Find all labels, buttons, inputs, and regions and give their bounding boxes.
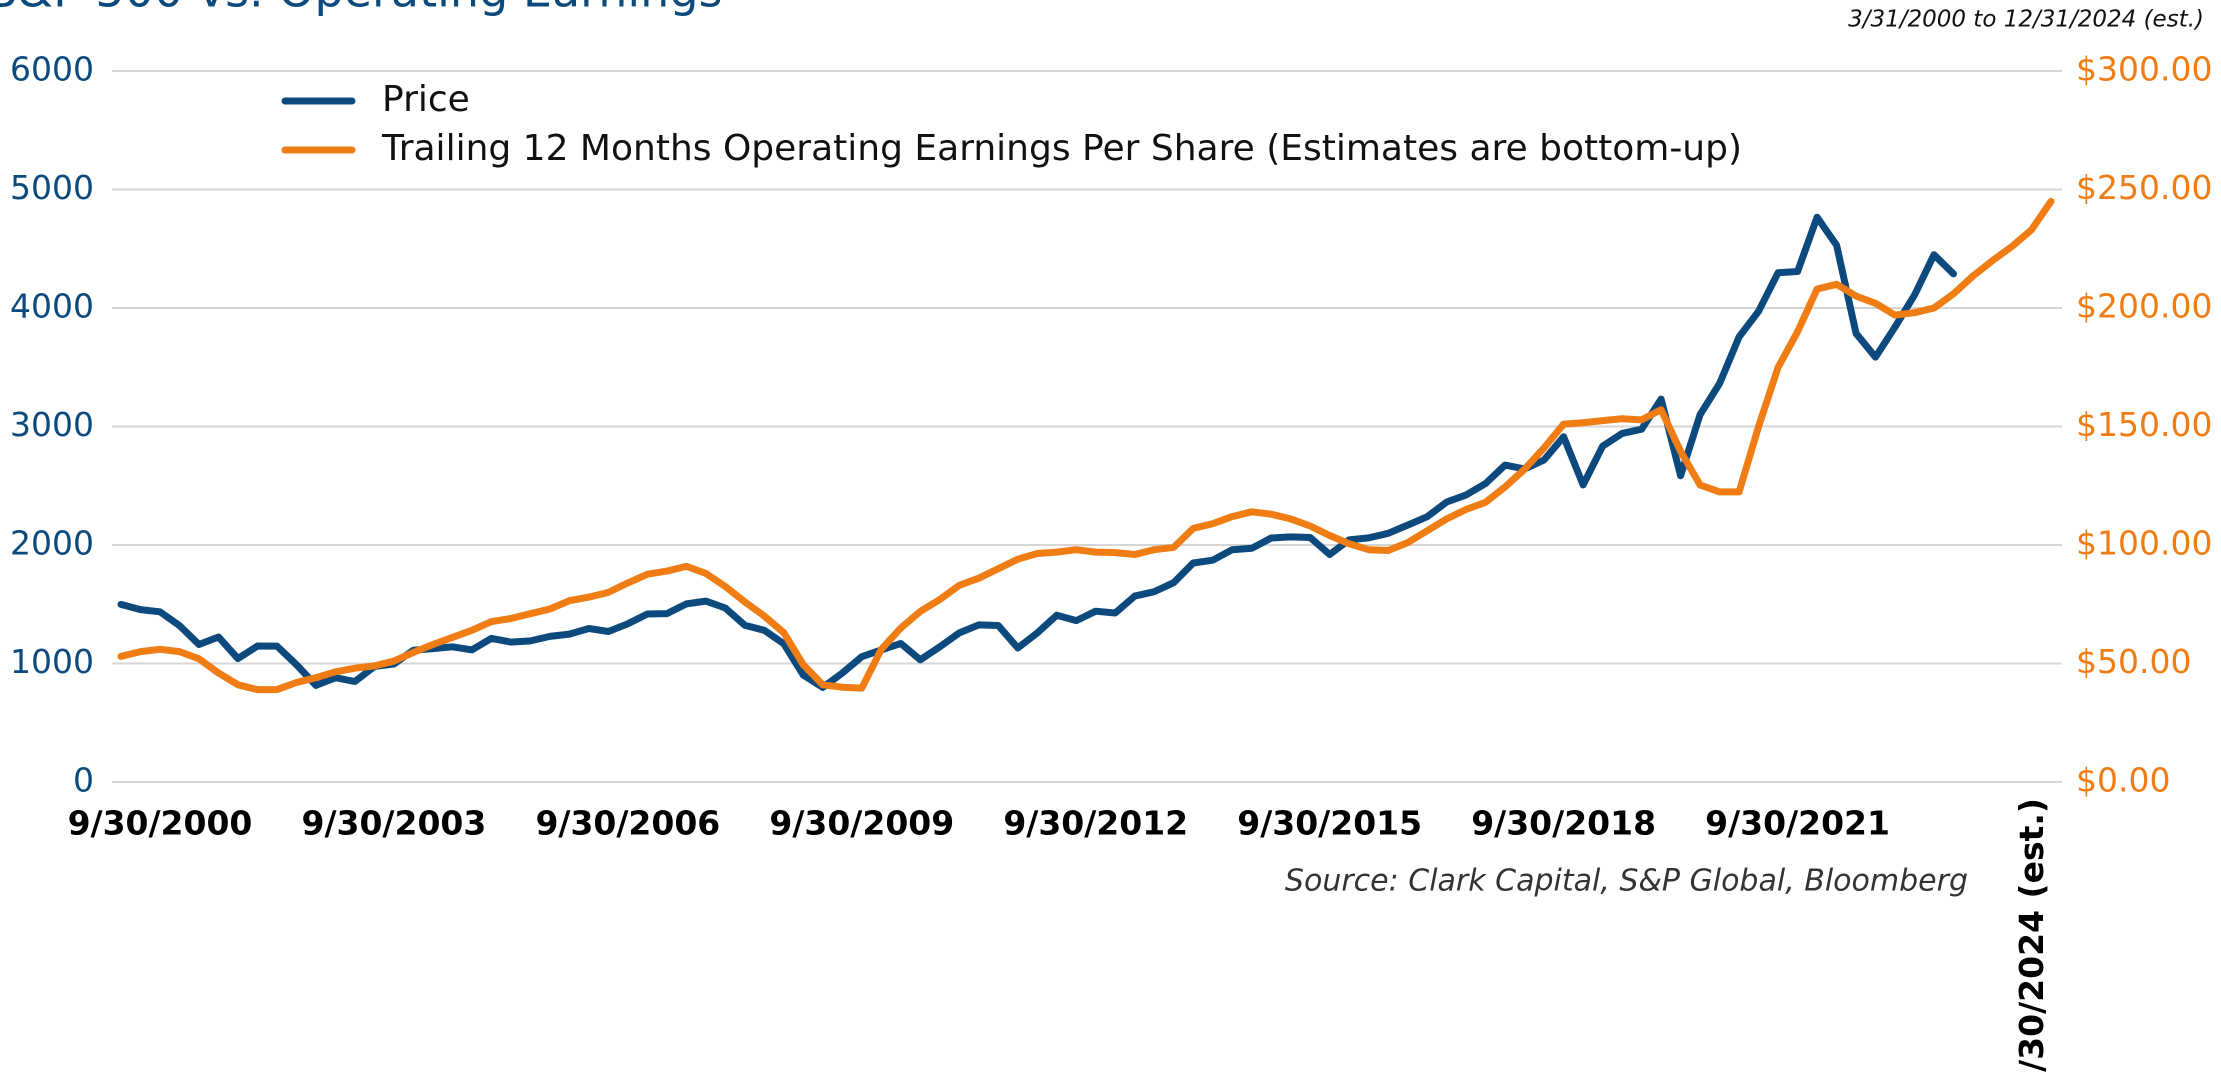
y2-tick-label: $100.00	[2076, 524, 2212, 563]
x-tick-label: 9/30/2000	[68, 804, 253, 843]
x-tick-label: 9/30/2024 (est.)	[2012, 798, 2051, 1074]
chart-title: S&P 500 vs. Operating Earnings	[0, 0, 723, 18]
legend-label: Trailing 12 Months Operating Earnings Pe…	[381, 128, 1742, 169]
y2-tick-label: $0.00	[2076, 761, 2170, 800]
x-tick-label: 9/30/2021	[1705, 804, 1890, 843]
chart-subtitle: 3/31/2000 to 12/31/2024 (est.)	[1848, 7, 2204, 33]
source-note: Source: Clark Capital, S&P Global, Bloom…	[1285, 864, 1968, 899]
x-tick-label: 9/30/2018	[1471, 804, 1656, 843]
x-tick-label: 9/30/2009	[769, 804, 954, 843]
y2-tick-label: $150.00	[2076, 405, 2212, 444]
y-tick-label: 1000	[10, 642, 94, 681]
y2-tick-label: $200.00	[2076, 287, 2212, 326]
x-tick-label: 9/30/2012	[1003, 804, 1188, 843]
y-tick-label: 6000	[10, 50, 94, 89]
y-tick-label: 2000	[10, 524, 94, 563]
y-tick-label: 4000	[10, 287, 94, 326]
y-tick-label: 5000	[10, 168, 94, 207]
x-tick-label: 9/30/2015	[1237, 804, 1422, 843]
legend-label: Price	[382, 79, 470, 120]
x-tick-label: 9/30/2006	[535, 804, 720, 843]
y2-tick-label: $50.00	[2076, 642, 2191, 681]
x-tick-label: 9/30/2003	[302, 804, 487, 843]
y-tick-label: 3000	[10, 405, 94, 444]
y2-tick-label: $300.00	[2076, 50, 2212, 89]
series-line	[117, 197, 2055, 694]
y2-tick-label: $250.00	[2076, 168, 2212, 207]
y-tick-label: 0	[73, 761, 94, 800]
